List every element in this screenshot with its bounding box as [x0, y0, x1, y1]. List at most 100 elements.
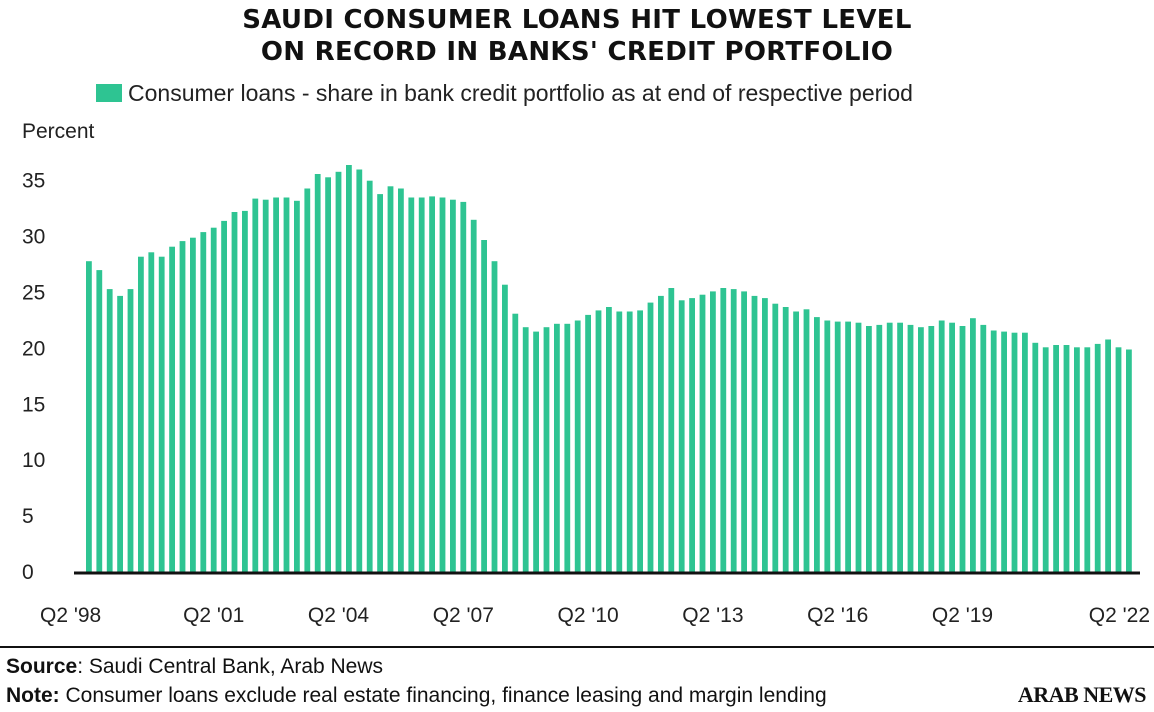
bar	[491, 261, 498, 572]
bar	[273, 197, 279, 572]
bar	[626, 311, 633, 572]
bar	[647, 302, 654, 572]
bar	[304, 188, 311, 572]
bar	[574, 320, 581, 572]
bar	[117, 295, 123, 572]
y-tick-label: 5	[22, 505, 34, 528]
bar	[1084, 347, 1091, 572]
bar	[803, 309, 810, 572]
bar	[387, 186, 394, 573]
bar	[221, 220, 227, 572]
legend-label: Consumer loans - share in bank credit po…	[128, 79, 913, 106]
bar	[169, 246, 175, 572]
bar	[460, 201, 467, 572]
bar	[637, 310, 643, 572]
bar	[418, 197, 425, 572]
x-tick-label: Q2 '16	[807, 604, 868, 627]
bar	[928, 326, 935, 572]
bar	[678, 300, 685, 572]
bar	[106, 289, 113, 572]
bar	[158, 256, 165, 572]
bar	[1094, 343, 1101, 572]
bar	[283, 197, 290, 572]
bar	[148, 252, 155, 573]
bar	[439, 197, 446, 572]
bar	[252, 198, 259, 572]
bar	[1105, 339, 1111, 572]
bar	[429, 196, 435, 572]
bar	[938, 320, 945, 572]
bar	[481, 240, 487, 572]
bar	[658, 295, 664, 572]
bar	[86, 261, 92, 572]
bar	[1063, 345, 1070, 572]
x-tick-label: Q2 '01	[183, 604, 244, 627]
bar	[543, 327, 550, 572]
y-tick-label: 0	[22, 561, 34, 584]
bar	[959, 326, 966, 572]
bar	[918, 327, 924, 572]
x-tick-label: Q2 '19	[932, 604, 993, 627]
bar	[242, 210, 248, 572]
bar	[1042, 347, 1049, 572]
bar	[1001, 331, 1007, 572]
bar	[990, 330, 997, 572]
x-tick-label: Q2 '98	[40, 604, 101, 627]
y-tick-label: 10	[22, 449, 45, 472]
bar	[741, 291, 747, 572]
bar	[533, 331, 539, 572]
bar	[522, 327, 529, 572]
bar	[689, 298, 695, 572]
bar	[179, 241, 186, 572]
bar	[751, 295, 758, 572]
bar	[127, 289, 134, 572]
bar	[782, 307, 789, 572]
bar	[564, 323, 571, 572]
bar	[231, 212, 238, 572]
bar	[200, 232, 207, 572]
chart-title: SAUDI CONSUMER LOANS HIT LOWEST LEVEL ON…	[0, 4, 1154, 68]
note-label: Note:	[6, 684, 60, 707]
bar	[886, 322, 893, 572]
y-axis-label: Percent	[22, 120, 95, 143]
bar	[96, 270, 103, 572]
bar	[1032, 342, 1039, 572]
y-tick-label: 30	[22, 226, 45, 249]
bar	[866, 326, 872, 572]
bar	[314, 174, 321, 572]
bar	[668, 288, 675, 572]
y-tick-label: 35	[22, 170, 45, 193]
bar	[512, 313, 519, 572]
bar	[138, 256, 144, 572]
bar	[606, 307, 612, 572]
bar	[1022, 332, 1028, 572]
bar	[762, 298, 768, 572]
bar	[710, 291, 716, 572]
note-text: Consumer loans exclude real estate finan…	[59, 684, 827, 707]
bar	[720, 288, 727, 572]
bar	[585, 314, 591, 572]
y-tick-label: 25	[22, 282, 45, 305]
bar	[325, 177, 331, 573]
footer-divider	[0, 646, 1154, 648]
bar	[814, 317, 820, 572]
bar	[699, 294, 706, 572]
bar-chart: 0 5 10 15 20 25 30 35 Q2 '98 Q2 '01 Q2 '04 Q2 '07 Q2…	[22, 165, 1150, 627]
bar	[616, 311, 623, 572]
chart-title-line-1: SAUDI CONSUMER LOANS HIT LOWEST LEVEL	[242, 5, 912, 35]
source-label: Source	[6, 655, 78, 678]
bar	[262, 199, 269, 572]
bar	[970, 318, 976, 572]
bar	[793, 311, 799, 572]
source-line: Source: Saudi Central Bank, Arab News	[6, 655, 383, 679]
y-tick-label: 20	[22, 337, 45, 360]
bar	[190, 237, 196, 572]
x-tick-label: Q2 '04	[308, 604, 370, 627]
bar	[730, 289, 737, 572]
bar	[876, 324, 883, 572]
bar	[1115, 347, 1122, 572]
bar	[502, 284, 508, 572]
bar	[356, 169, 363, 572]
x-tick-label: Q2 '10	[557, 604, 618, 627]
bar	[470, 219, 477, 573]
